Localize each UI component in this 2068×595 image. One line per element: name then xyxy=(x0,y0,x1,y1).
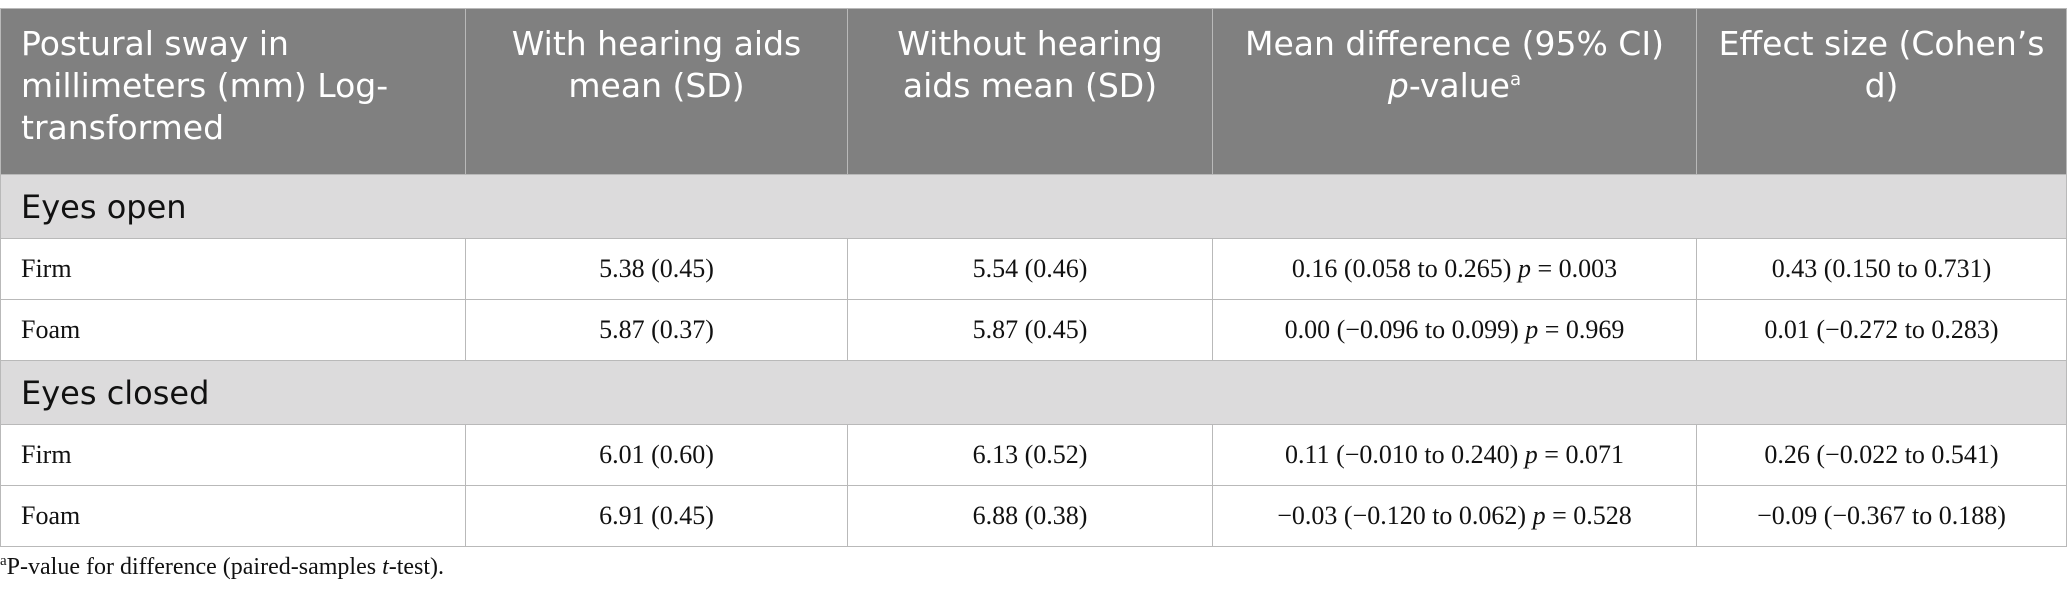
cell-p-value: = 0.071 xyxy=(1537,440,1624,469)
cell-without: 5.54 (0.46) xyxy=(847,238,1213,300)
cell-p-value: = 0.003 xyxy=(1530,254,1618,283)
cell-p-value: = 0.528 xyxy=(1545,501,1632,530)
cell-effect: 0.43 (0.150 to 0.731) xyxy=(1696,238,2067,300)
header-row: Postural sway in millimeters (mm) Log-tr… xyxy=(0,8,2067,175)
cell-without: 5.87 (0.45) xyxy=(847,299,1213,361)
results-table: Postural sway in millimeters (mm) Log-tr… xyxy=(0,8,2067,547)
cell-effect: −0.09 (−0.367 to 0.188) xyxy=(1696,485,2067,547)
header-with-hearing-aids: With hearing aids mean (SD) xyxy=(465,8,848,175)
cell-difference: 0.16 (0.058 to 0.265) p = 0.003 xyxy=(1212,238,1697,300)
cell-p-letter: p xyxy=(1524,440,1538,469)
header-p-rest: -value xyxy=(1408,66,1510,105)
cell-difference-ci: 0.16 (0.058 to 0.265) xyxy=(1291,254,1512,283)
cell-surface: Firm xyxy=(0,424,466,486)
table-row: Foam 5.87 (0.37) 5.87 (0.45) 0.00 (−0.09… xyxy=(0,299,2067,361)
cell-surface: Foam xyxy=(0,485,466,547)
footnote-text-after: -test). xyxy=(388,554,445,580)
cell-p-letter: p xyxy=(1532,501,1546,530)
cell-without: 6.88 (0.38) xyxy=(847,485,1213,547)
header-effect-size: Effect size (Cohen’s d) xyxy=(1696,8,2067,175)
cell-with: 5.87 (0.37) xyxy=(465,299,848,361)
cell-difference-ci: 0.00 (−0.096 to 0.099) xyxy=(1284,315,1519,344)
section-label: Eyes closed xyxy=(0,360,2067,425)
cell-p-letter: p xyxy=(1517,254,1531,283)
table-row: Firm 5.38 (0.45) 5.54 (0.46) 0.16 (0.058… xyxy=(0,238,2067,300)
cell-without: 6.13 (0.52) xyxy=(847,424,1213,486)
section-row-eyes-closed: Eyes closed xyxy=(0,360,2067,425)
table-footnote: aP-value for difference (paired-samples … xyxy=(0,554,444,581)
table-row: Foam 6.91 (0.45) 6.88 (0.38) −0.03 (−0.1… xyxy=(0,485,2067,547)
header-mean-difference-line1: Mean difference (95% CI) xyxy=(1245,24,1664,63)
cell-p-value: = 0.969 xyxy=(1538,315,1625,344)
footnote-marker: a xyxy=(0,553,7,569)
footnote-italic-t: t xyxy=(382,554,389,580)
cell-effect: 0.01 (−0.272 to 0.283) xyxy=(1696,299,2067,361)
footnote-text-before: P-value for difference (paired-samples xyxy=(6,554,383,580)
header-measure: Postural sway in millimeters (mm) Log-tr… xyxy=(0,8,466,175)
cell-difference-ci: 0.11 (−0.010 to 0.240) xyxy=(1285,440,1519,469)
section-row-eyes-open: Eyes open xyxy=(0,174,2067,239)
header-footnote-marker: a xyxy=(1510,69,1522,90)
section-label: Eyes open xyxy=(0,174,2067,239)
cell-with: 5.38 (0.45) xyxy=(465,238,848,300)
cell-with: 6.01 (0.60) xyxy=(465,424,848,486)
cell-with: 6.91 (0.45) xyxy=(465,485,848,547)
cell-effect: 0.26 (−0.022 to 0.541) xyxy=(1696,424,2067,486)
cell-difference: 0.00 (−0.096 to 0.099) p = 0.969 xyxy=(1212,299,1697,361)
header-without-hearing-aids: Without hearing aids mean (SD) xyxy=(847,8,1213,175)
cell-difference: −0.03 (−0.120 to 0.062) p = 0.528 xyxy=(1212,485,1697,547)
table-row: Firm 6.01 (0.60) 6.13 (0.52) 0.11 (−0.01… xyxy=(0,424,2067,486)
header-p-letter: p xyxy=(1387,66,1409,105)
cell-surface: Foam xyxy=(0,299,466,361)
cell-p-letter: p xyxy=(1525,315,1539,344)
cell-difference-ci: −0.03 (−0.120 to 0.062) xyxy=(1277,501,1527,530)
cell-difference: 0.11 (−0.010 to 0.240) p = 0.071 xyxy=(1212,424,1697,486)
cell-surface: Firm xyxy=(0,238,466,300)
header-mean-difference: Mean difference (95% CI) p-valuea xyxy=(1212,8,1697,175)
